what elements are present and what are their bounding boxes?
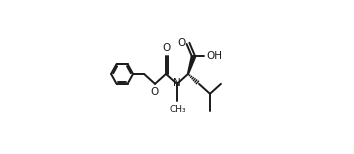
Text: N: N <box>173 78 181 88</box>
Text: CH₃: CH₃ <box>170 105 186 114</box>
Polygon shape <box>188 56 195 74</box>
Text: O: O <box>162 43 170 53</box>
Text: O: O <box>177 38 186 48</box>
Text: OH: OH <box>206 51 222 61</box>
Text: O: O <box>150 87 158 97</box>
